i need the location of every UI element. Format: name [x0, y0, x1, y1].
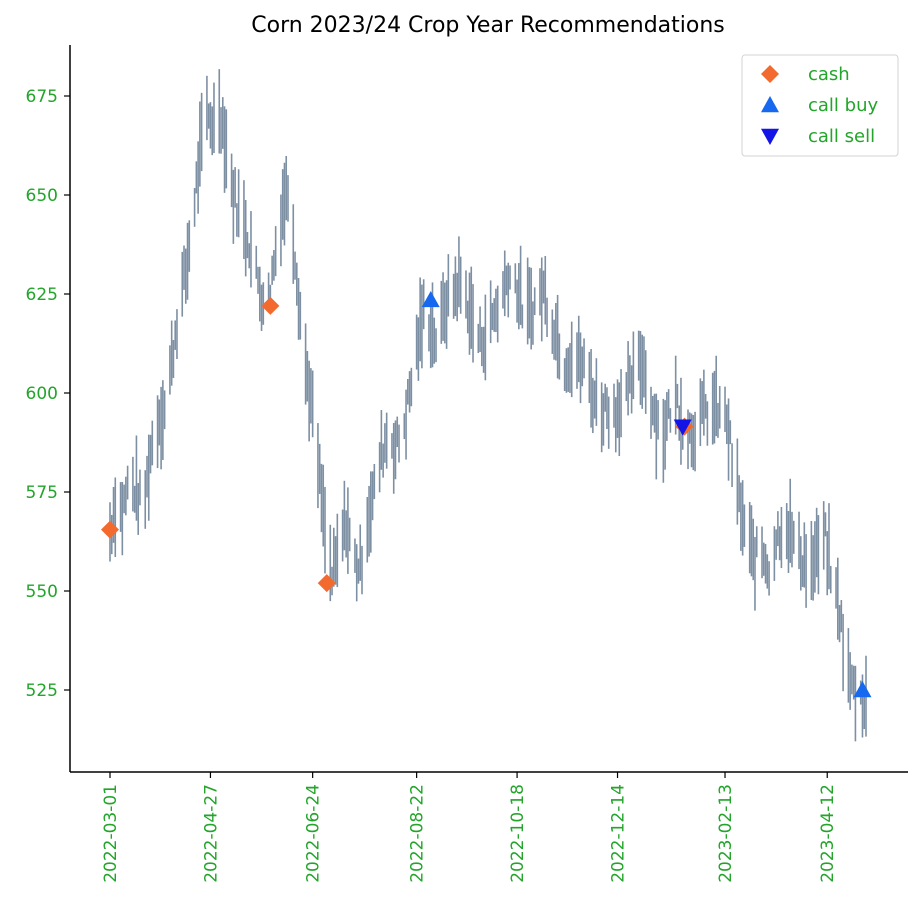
- y-ticks: 525 550 575 600 625 650 675: [26, 87, 70, 701]
- y-tick-label: 675: [26, 87, 58, 107]
- signal-markers: [101, 290, 872, 698]
- y-tick-label: 575: [26, 483, 58, 503]
- cash-marker: [101, 520, 119, 539]
- x-tick-label: 2023-04-12: [818, 784, 838, 883]
- x-tick-label: 2022-06-24: [304, 784, 324, 883]
- x-tick-label: 2022-12-14: [609, 784, 629, 883]
- x-tick-label: 2022-10-18: [508, 784, 528, 883]
- call-buy-marker: [853, 681, 872, 698]
- x-tick-label: 2022-04-27: [201, 784, 221, 883]
- legend-box: [741, 54, 899, 157]
- y-tick-label: 650: [26, 186, 58, 206]
- call-sell-marker: [673, 419, 692, 436]
- x-tick-label: 2022-08-22: [408, 784, 428, 883]
- y-tick-label: 525: [26, 681, 58, 701]
- chart-title: Corn 2023/24 Crop Year Recommendations: [251, 13, 725, 38]
- cash-marker: [261, 296, 280, 315]
- legend-label: call sell: [808, 126, 875, 147]
- call-buy-marker: [421, 290, 440, 308]
- chart-legend: cash call buy call sell: [741, 54, 899, 157]
- legend-label: cash: [808, 64, 850, 85]
- price-bars: [109, 69, 867, 742]
- legend-cash-swatch: [761, 65, 779, 83]
- x-ticks: 2022-03-01 2022-04-27 2022-06-24 2022-08-22…: [101, 772, 838, 883]
- legend-label: call buy: [808, 95, 878, 116]
- cash-marker: [317, 574, 336, 593]
- legend-call-sell-swatch: [761, 128, 779, 145]
- x-tick-label: 2023-02-13: [716, 784, 736, 883]
- x-tick-label: 2022-03-01: [101, 784, 121, 883]
- y-tick-label: 625: [26, 285, 58, 305]
- y-tick-label: 600: [26, 384, 58, 404]
- y-tick-label: 550: [26, 582, 58, 602]
- legend-call-buy-swatch: [761, 96, 779, 113]
